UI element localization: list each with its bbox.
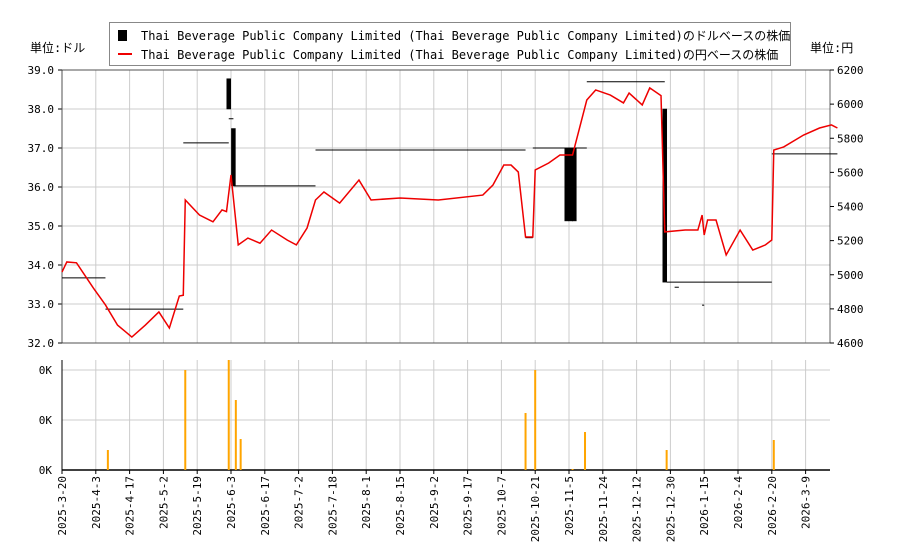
y-tick-label-left: 38.0	[28, 103, 55, 116]
y-tick-label-left: 35.0	[28, 220, 55, 233]
volume-bar	[184, 370, 187, 470]
volume-bar	[234, 400, 237, 470]
volume-bar	[534, 370, 537, 470]
x-tick-label: 2025-7-2	[293, 476, 306, 529]
x-tick-label: 2026-3-9	[800, 476, 813, 529]
y-tick-label-right: 5400	[837, 201, 864, 214]
y-tick-label-left: 39.0	[28, 64, 55, 77]
volume-tick-label: 0K	[39, 414, 53, 427]
y-tick-label-right: 4600	[837, 337, 864, 350]
y-tick-label-right: 5800	[837, 132, 864, 145]
x-tick-label: 2025-3-20	[56, 476, 69, 536]
x-tick-label: 2025-10-7	[495, 476, 508, 536]
price-plot-frame	[61, 69, 831, 344]
legend-label-usd: Thai Beverage Public Company Limited (Th…	[141, 28, 791, 43]
y-tick-label-left: 33.0	[28, 298, 55, 311]
volume-bar	[227, 360, 230, 470]
volume-bar	[106, 450, 109, 470]
y-tick-label-right: 5600	[837, 166, 864, 179]
x-tick-label: 2026-1-15	[698, 476, 711, 536]
right-unit-label: 単位:円	[810, 41, 854, 55]
y-tick-label-right: 6000	[837, 98, 864, 111]
x-tick-label: 2025-7-18	[326, 476, 339, 536]
x-tick-label: 2025-12-12	[631, 476, 644, 542]
legend-item-usd: Thai Beverage Public Company Limited (Th…	[118, 26, 790, 44]
x-tick-label: 2026-2-20	[766, 476, 779, 536]
y-tick-label-right: 5200	[837, 235, 864, 248]
volume-tick-label: 0K	[39, 364, 53, 377]
usd-candle-bar	[564, 147, 569, 222]
legend-item-jpy: Thai Beverage Public Company Limited (Th…	[118, 45, 778, 63]
x-tick-label: 2025-12-30	[664, 476, 677, 542]
x-tick-label: 2025-6-3	[225, 476, 238, 529]
x-tick-label: 2025-11-5	[563, 476, 576, 536]
y-tick-label-right: 6200	[837, 64, 864, 77]
y-tick-label-right: 4800	[837, 303, 864, 316]
usd-candle-bar	[572, 147, 577, 222]
volume-bar	[772, 440, 775, 470]
x-tick-label: 2026-2-4	[732, 476, 745, 529]
x-tick-label: 2025-4-3	[90, 476, 103, 529]
x-tick-label: 2025-8-1	[360, 476, 373, 529]
x-tick-label: 2025-5-19	[191, 476, 204, 536]
y-tick-label-left: 36.0	[28, 181, 55, 194]
x-tick-label: 2025-6-17	[259, 476, 272, 536]
legend-label-jpy: Thai Beverage Public Company Limited (Th…	[141, 47, 779, 62]
y-tick-label-left: 34.0	[28, 259, 55, 272]
x-tick-label: 2025-10-21	[529, 476, 542, 542]
usd-candle-bar	[662, 108, 668, 283]
left-unit-label: 単位:ドル	[30, 41, 86, 55]
x-tick-label: 2025-9-17	[462, 476, 475, 536]
y-tick-label-left: 32.0	[28, 337, 55, 350]
x-tick-label: 2025-5-2	[157, 476, 170, 529]
legend-swatch-black	[118, 29, 127, 41]
jpy-price-line	[61, 86, 838, 339]
volume-bar	[524, 413, 527, 470]
usd-candle-bar	[226, 78, 231, 110]
volume-bar	[571, 469, 574, 470]
legend-swatch-red	[118, 53, 132, 55]
volume-bar	[665, 450, 668, 470]
volume-bar	[584, 432, 587, 470]
volume-tick-label: 0K	[39, 464, 53, 477]
volume-bar	[239, 439, 242, 470]
x-tick-label: 2025-4-17	[124, 476, 137, 536]
x-tick-label: 2025-11-24	[597, 476, 610, 543]
legend: Thai Beverage Public Company Limited (Th…	[109, 22, 791, 66]
usd-candle-bar	[231, 128, 236, 187]
y-tick-label-right: 5000	[837, 269, 864, 282]
y-tick-label-left: 37.0	[28, 142, 55, 155]
x-tick-label: 2025-9-2	[428, 476, 441, 529]
x-tick-label: 2025-8-15	[394, 476, 407, 536]
